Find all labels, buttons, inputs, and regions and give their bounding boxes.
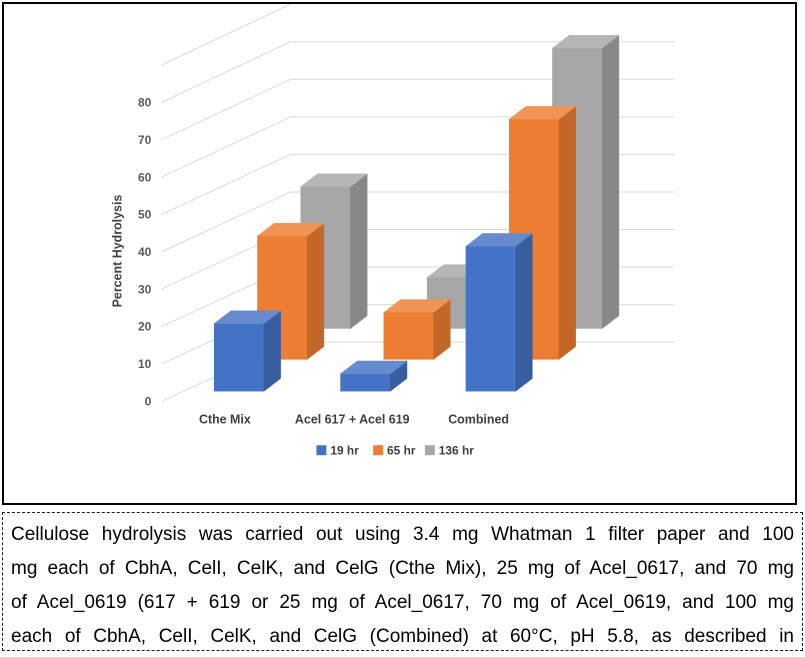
y-tick-label: 40 [138, 245, 152, 259]
legend-label: 65 hr [387, 444, 416, 458]
y-tick-label: 0 [145, 394, 152, 408]
y-tick-label: 20 [138, 320, 152, 334]
gridline-diagonal [160, 4, 291, 66]
y-axis-title: Percent Hydrolysis [110, 195, 124, 308]
figure-caption: Cellulose hydrolysis was carried out usi… [11, 524, 794, 647]
gridline-diagonal [160, 191, 291, 253]
bar-side-65 hr-0 [306, 222, 325, 361]
bar-side-136 hr-2 [601, 34, 620, 330]
bar-chart-3d: 0 10 20 30 40 50 60 70 80 Percent Hydrolysis Cthe … [110, 4, 675, 458]
bar-19 hr-Combined [465, 246, 516, 392]
y-tick-label: 30 [138, 282, 152, 296]
chart-panel: 0 10 20 30 40 50 60 70 80 Percent Hydrolysis Cthe … [2, 2, 797, 505]
gridline-diagonal [160, 153, 291, 216]
y-tick-label: 80 [138, 96, 152, 110]
bar-19 hr-Cthe Mix [213, 323, 264, 392]
bar-side-65 hr-2 [558, 105, 576, 361]
legend-label: 136 hr [439, 444, 475, 458]
legend-label: 19 hr [330, 444, 359, 458]
legend-swatch [424, 445, 435, 456]
bar-65 hr-Acel 617 + Acel 619 [383, 312, 434, 360]
legend-swatch [316, 445, 327, 456]
category-label: Combined [448, 412, 509, 426]
bar-side-19 hr-2 [515, 232, 533, 392]
caption-panel: Cellulose hydrolysis was carried out usi… [2, 512, 803, 651]
legend-swatch [373, 445, 384, 456]
y-tick-label: 50 [138, 208, 152, 222]
y-tick-label: 60 [138, 170, 152, 184]
gridline-diagonal [160, 41, 291, 104]
y-tick-label: 10 [138, 357, 152, 371]
category-label: Acel 617 + Acel 619 [295, 412, 410, 426]
gridline-diagonal [160, 116, 291, 178]
bar-side-19 hr-0 [263, 310, 281, 392]
gridline-diagonal [160, 78, 291, 141]
category-label: Cthe Mix [199, 412, 251, 426]
bar-19 hr-Acel 617 + Acel 619 [340, 373, 391, 392]
y-tick-label: 70 [138, 133, 152, 147]
bar-side-136 hr-0 [350, 173, 368, 330]
